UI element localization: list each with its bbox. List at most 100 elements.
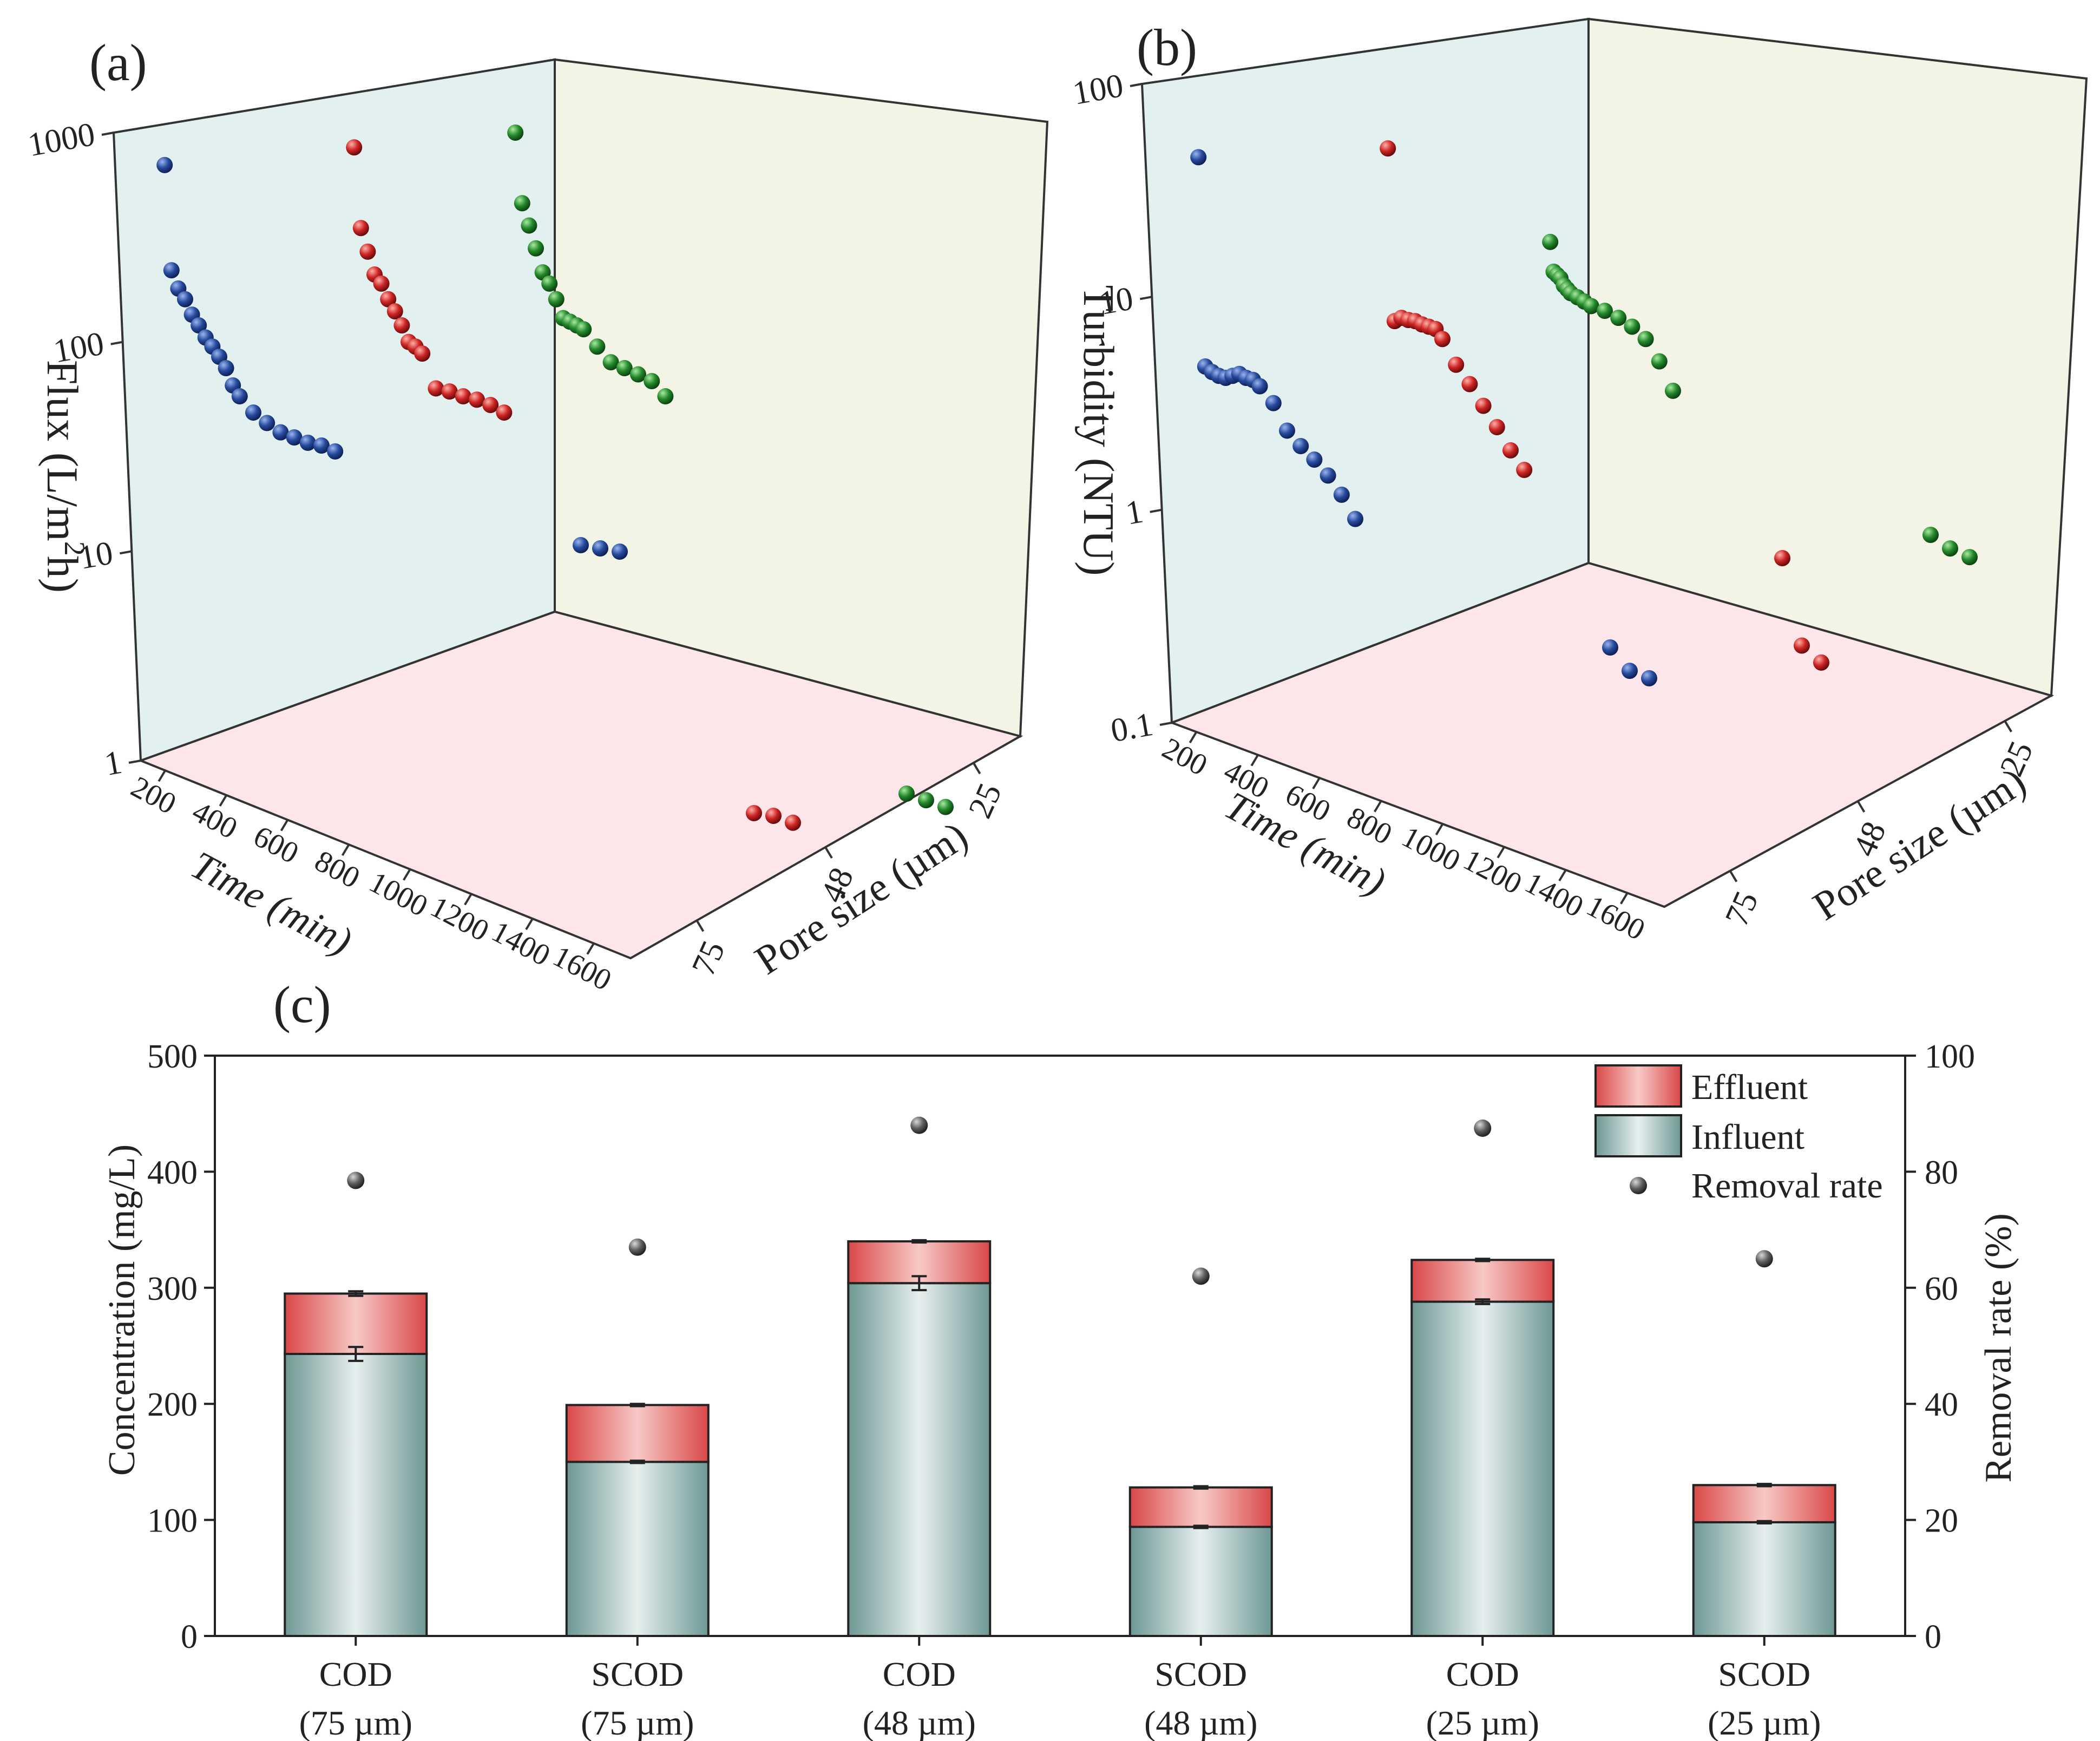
- panel-c-y-axis-title: Concentration (mg/L): [101, 1144, 143, 1476]
- data-point-red: [359, 243, 376, 260]
- time-tick-label: 200: [126, 770, 181, 821]
- data-point-blue: [191, 317, 207, 334]
- data-point-green: [616, 359, 633, 376]
- data-point-green: [575, 321, 592, 338]
- data-point-green: [521, 217, 537, 234]
- x-tick-label-line2: (75 µm): [581, 1704, 694, 1741]
- x-tick-label-line2: (75 µm): [299, 1704, 412, 1741]
- panel-c-label: (c): [273, 976, 331, 1033]
- z-tick-mark: [1130, 83, 1143, 87]
- data-point-blue: [327, 443, 344, 460]
- influent-bar: [565, 1461, 710, 1637]
- data-point-green: [1597, 303, 1613, 319]
- data-point-red: [386, 303, 403, 320]
- effluent-bar: [1410, 1259, 1555, 1303]
- legend-effluent-label: Effluent: [1691, 1068, 1808, 1107]
- data-point-blue: [177, 291, 193, 307]
- data-point-red: [373, 275, 390, 292]
- y-tick-label: 400: [147, 1154, 198, 1191]
- effluent-bar: [1128, 1486, 1273, 1528]
- pore-tick-mark: [695, 920, 705, 932]
- influent-bar: [284, 1353, 428, 1638]
- data-point-green: [898, 786, 915, 802]
- data-point-blue: [231, 388, 248, 405]
- legend-influent-label: Influent: [1691, 1117, 1804, 1157]
- z-tick-mark: [128, 760, 141, 764]
- x-tick-label-line1: SCOD: [1718, 1655, 1810, 1693]
- removal-rate-point: [1192, 1267, 1210, 1285]
- data-point-green: [589, 338, 606, 355]
- y-tick-label: 200: [147, 1386, 198, 1423]
- time-tick-mark: [341, 844, 350, 856]
- pore-tick-mark: [1729, 870, 1738, 882]
- removal-rate-point: [1474, 1120, 1492, 1137]
- data-point-red: [1794, 637, 1810, 654]
- data-point-red: [428, 380, 444, 397]
- time-tick-mark: [403, 868, 411, 881]
- data-point-red: [765, 808, 782, 824]
- z-tick-mark: [110, 341, 123, 345]
- time-tick-mark: [525, 918, 534, 931]
- data-point-green: [1624, 318, 1640, 335]
- data-point-green: [1651, 353, 1668, 370]
- pore-tick-label: 25: [962, 778, 1009, 823]
- x-tick-label-line2: (25 µm): [1426, 1704, 1539, 1741]
- time-tick-mark: [1374, 800, 1382, 813]
- data-point-blue: [1279, 422, 1295, 439]
- data-point-red: [441, 383, 458, 400]
- z-tick-label: 10: [76, 534, 116, 577]
- data-point-blue: [156, 156, 173, 173]
- data-point-red: [1448, 356, 1465, 373]
- panel-a-data-points: [156, 125, 954, 831]
- time-tick-mark: [1558, 869, 1567, 882]
- data-point-blue: [272, 424, 289, 441]
- removal-rate-point: [1755, 1250, 1773, 1268]
- z-tick-mark: [119, 550, 132, 555]
- y-tick-label: 300: [147, 1271, 198, 1307]
- data-point-blue: [259, 415, 275, 431]
- panel-b-floor: [1169, 561, 2055, 908]
- pore-tick-mark: [1856, 800, 1866, 813]
- panel-a-label: (a): [89, 34, 147, 91]
- data-point-green: [1610, 310, 1627, 326]
- pore-tick-mark: [824, 846, 833, 859]
- influent-bar: [1692, 1521, 1836, 1637]
- z-tick-mark: [101, 132, 114, 136]
- panel-c-y2-axis-title: Removal rate (%): [1978, 1213, 2019, 1483]
- y-tick-label: 100: [147, 1503, 198, 1540]
- x-tick-label-line1: COD: [319, 1655, 392, 1693]
- data-point-blue: [1622, 663, 1638, 679]
- influent-bar: [1410, 1300, 1555, 1638]
- time-tick-label: 400: [187, 795, 242, 846]
- data-point-red: [469, 391, 485, 408]
- data-point-red: [1380, 140, 1396, 157]
- data-point-green: [507, 125, 524, 141]
- data-point-red: [352, 220, 369, 237]
- data-point-red: [455, 388, 471, 405]
- data-point-blue: [313, 437, 330, 454]
- panel-c-axes: 0 100 200 300 400 500 0 20 40 60 80 100 COD (75 µm) SC…: [147, 1038, 1975, 1741]
- data-point-blue: [1251, 378, 1268, 395]
- data-point-red: [1475, 397, 1492, 414]
- y2-tick-label: 60: [1925, 1271, 1958, 1307]
- y2-tick-label: 0: [1925, 1619, 1941, 1655]
- effluent-bar: [284, 1292, 428, 1356]
- pore-tick-label: 75: [1718, 886, 1766, 931]
- x-tick-label-line2: (48 µm): [1144, 1704, 1257, 1741]
- time-tick-mark: [1189, 731, 1198, 744]
- legend-effluent-swatch: [1594, 1064, 1682, 1108]
- data-point-blue: [1320, 467, 1336, 484]
- y-tick-label: 0: [181, 1619, 198, 1655]
- data-point-green: [657, 388, 674, 405]
- data-point-blue: [163, 262, 180, 279]
- z-tick-label: 1000: [25, 116, 98, 163]
- panel-c-concentration-bar-chart: (c) 0 100 200 300 400 500 0 20 40 60 80 100 COD (75 µ…: [101, 976, 2019, 1741]
- data-point-green: [1942, 540, 1958, 557]
- data-point-red: [1774, 550, 1790, 566]
- data-point-blue: [1306, 451, 1323, 468]
- time-tick-mark: [158, 770, 166, 782]
- data-point-red: [482, 397, 499, 414]
- z-tick-label: 1: [1123, 493, 1146, 532]
